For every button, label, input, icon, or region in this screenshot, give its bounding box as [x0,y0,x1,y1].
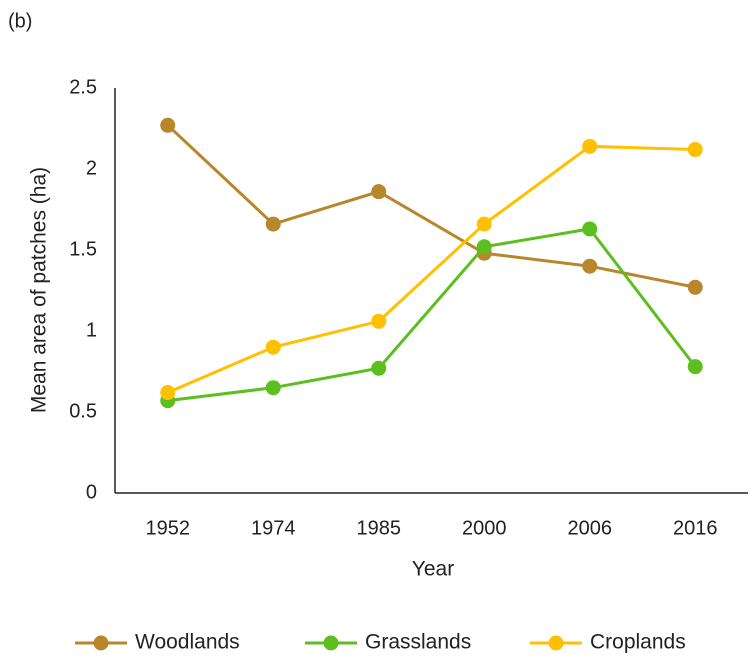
data-point [371,360,387,376]
y-tick-label: 2.5 [69,76,97,98]
data-point [582,221,598,237]
panel-label: (b) [8,10,32,32]
x-tick-label: 2000 [462,517,507,539]
data-point [476,216,492,232]
y-tick-label: 1 [86,319,97,341]
x-tick-label: 1985 [357,517,402,539]
y-tick-label: 2 [86,157,97,179]
data-point [160,117,176,133]
legend-label: Woodlands [135,631,240,654]
data-point [265,216,281,232]
x-axis-label: Year [412,558,454,581]
y-tick-label: 1.5 [69,238,97,260]
data-point [265,380,281,396]
series-line [166,124,696,289]
x-tick-label: 2016 [673,517,718,539]
series-line [167,227,697,403]
series-line [167,144,696,394]
x-tick-label: 1974 [251,517,296,539]
data-point [160,385,176,401]
legend-marker [548,635,564,651]
data-point [265,339,281,355]
data-point [582,258,598,274]
legend-marker [323,635,339,651]
data-point [687,142,703,158]
x-tick-label: 1952 [146,517,191,539]
y-tick-label: 0 [86,481,97,503]
legend-marker [93,635,109,651]
y-axis-label: Mean area of patches (ha) [28,167,51,413]
data-point [582,138,598,154]
data-point [371,184,387,200]
y-tick-label: 0.5 [69,400,97,422]
legend-label: Croplands [590,631,686,654]
data-point [687,359,703,375]
legend-label: Grasslands [365,631,471,654]
data-point [476,239,492,255]
x-tick-label: 2006 [568,517,613,539]
data-point [371,313,387,329]
data-point [687,279,703,295]
